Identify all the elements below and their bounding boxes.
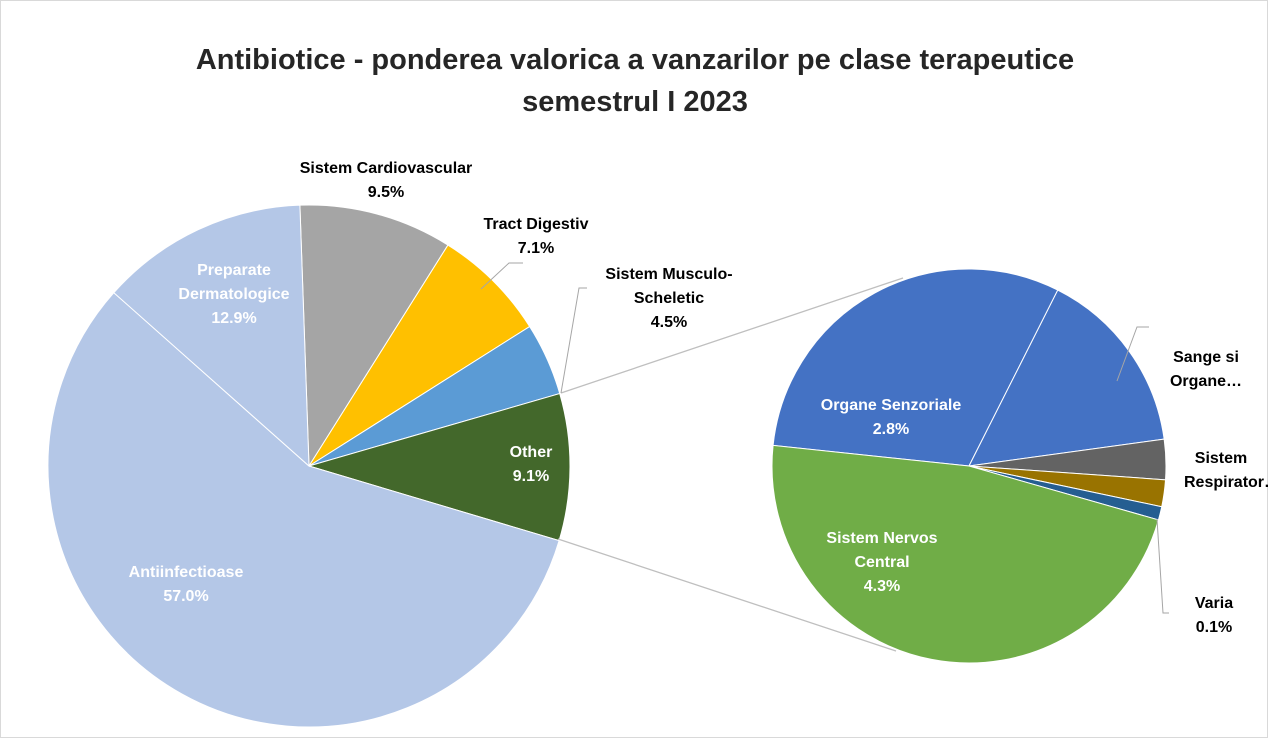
data-label: Other 9.1% (481, 441, 581, 489)
label-category: Preparate Dermatologice (178, 262, 290, 303)
pie-slice (772, 268, 1059, 467)
data-label: Sistem Respirator… (1184, 447, 1268, 495)
leader-line (560, 287, 587, 394)
label-category: Sistem Musculo-Scheletic (605, 266, 733, 307)
label-category: Sange si Organe… (1169, 349, 1242, 390)
leader-line (1156, 518, 1169, 614)
label-category: Sistem Nervos Central (826, 530, 938, 571)
leader-line (480, 262, 523, 290)
label-value: 57.0% (163, 588, 209, 605)
label-category: Organe Senzoriale (820, 397, 962, 414)
data-label: Varia 0.1% (1184, 592, 1244, 640)
pie-slice (47, 291, 560, 728)
pie-slice (299, 204, 449, 468)
label-value: 12.9% (211, 310, 257, 327)
data-label: Organe Senzoriale 2.8% (781, 394, 1001, 442)
data-label: Sange si Organe… (1156, 346, 1256, 394)
label-value: 9.1% (512, 468, 550, 485)
label-category: Sistem Cardiovascular (299, 160, 473, 177)
label-value: 7.1% (517, 240, 555, 257)
pie-slice (307, 392, 571, 542)
leader-line (1116, 326, 1149, 382)
label-value: 4.5% (650, 314, 688, 331)
pie-slice (968, 289, 1165, 467)
pie-slice (308, 244, 531, 467)
data-label: Sistem Cardiovascular 9.5% (256, 157, 516, 205)
label-value: 4.3% (863, 578, 901, 595)
label-value: 2.8% (872, 421, 910, 438)
connector-line (557, 538, 897, 652)
label-value: 0.1% (1195, 619, 1233, 636)
label-value: 9.5% (367, 184, 405, 201)
data-label: Sistem Musculo-Scheletic 4.5% (594, 263, 744, 335)
data-label: Preparate Dermatologice 12.9% (159, 259, 309, 331)
data-label: Antiinfectioase 57.0% (86, 561, 286, 609)
label-category: Sistem Respirator… (1184, 450, 1268, 491)
pie-slice (771, 444, 1160, 664)
pie-slice (113, 204, 310, 468)
label-category: Other (509, 444, 553, 461)
data-label: Sistem Nervos Central 4.3% (802, 527, 962, 599)
chart-title: Antibiotice - ponderea valorica a vanzar… (195, 44, 1075, 118)
connector-line (560, 277, 904, 394)
label-category: Varia (1194, 595, 1234, 612)
label-category: Tract Digestiv (483, 216, 589, 233)
data-label: Tract Digestiv 7.1% (466, 213, 606, 261)
label-category: Antiinfectioase (128, 564, 244, 581)
